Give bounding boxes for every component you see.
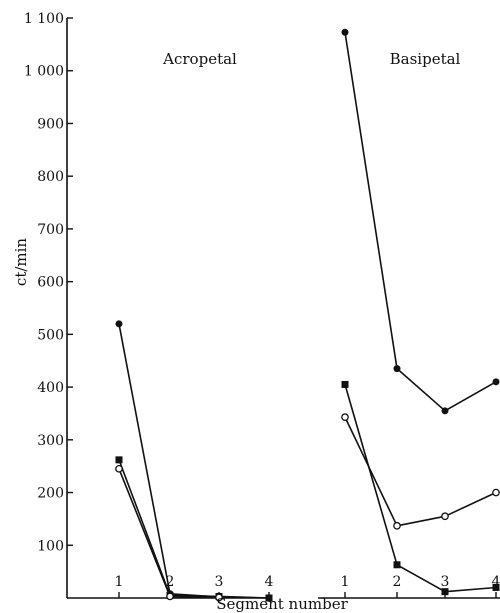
y-tick-label: 500 [37, 327, 64, 343]
series-line-filled-circle [344, 32, 497, 412]
data-point-square [115, 456, 123, 464]
series-line-filled-square [344, 384, 497, 593]
data-point-open-circle [393, 521, 401, 530]
series-line-filled-square [118, 459, 270, 599]
y-tick-label: 1 000 [24, 64, 64, 80]
data-point-square [492, 583, 500, 591]
data-point-filled-circle [492, 378, 500, 386]
data-point-open-circle [166, 592, 174, 601]
y-tick-label: 400 [37, 380, 64, 396]
x-tick-label: 4 [265, 574, 274, 590]
x-tick-label: 3 [215, 574, 224, 590]
x-tick-label: 2 [393, 574, 402, 590]
x-axis-label: Segment number [216, 595, 348, 613]
data-point-filled-circle [341, 28, 349, 36]
data-point-open-circle [441, 512, 449, 521]
data-point-square [393, 561, 401, 569]
x-tick-label: 4 [492, 574, 500, 590]
y-tick-label: 300 [37, 433, 64, 449]
data-point-filled-circle [441, 407, 449, 415]
data-point-open-circle [341, 413, 349, 421]
data-point-square [441, 588, 449, 596]
y-tick-label: 700 [37, 222, 64, 238]
y-axis-label: ct/min [12, 238, 30, 287]
data-point-open-circle [215, 593, 223, 602]
data-point-square [265, 594, 273, 602]
x-tick-label: 2 [166, 574, 175, 590]
series-layer [115, 28, 500, 602]
data-point-filled-circle [115, 320, 123, 328]
data-point-square [341, 380, 349, 388]
x-tick-label: 3 [441, 574, 450, 590]
y-tick-label: 100 [37, 538, 64, 554]
data-point-open-circle [492, 488, 500, 497]
y-tick-label: 200 [37, 486, 64, 502]
y-tick-label: 1 100 [24, 11, 64, 27]
panel-title-basipetal: Basipetal [390, 50, 461, 68]
y-ticks: 100 200 300 400 500 600 700 800 900 1 000 1 100 [24, 11, 73, 554]
y-tick-label: 600 [37, 275, 64, 291]
x-tick-label: 1 [115, 574, 124, 590]
series-line-open-circle [344, 416, 497, 527]
series-line-filled-circle [118, 323, 220, 598]
x-tick-label: 1 [341, 574, 350, 590]
y-tick-label: 800 [37, 169, 64, 185]
data-point-filled-circle [393, 365, 401, 373]
y-tick-label: 900 [37, 116, 64, 132]
axes [66, 18, 500, 599]
data-point-open-circle [115, 464, 123, 473]
panel-title-acropetal: Acropetal [162, 50, 237, 68]
